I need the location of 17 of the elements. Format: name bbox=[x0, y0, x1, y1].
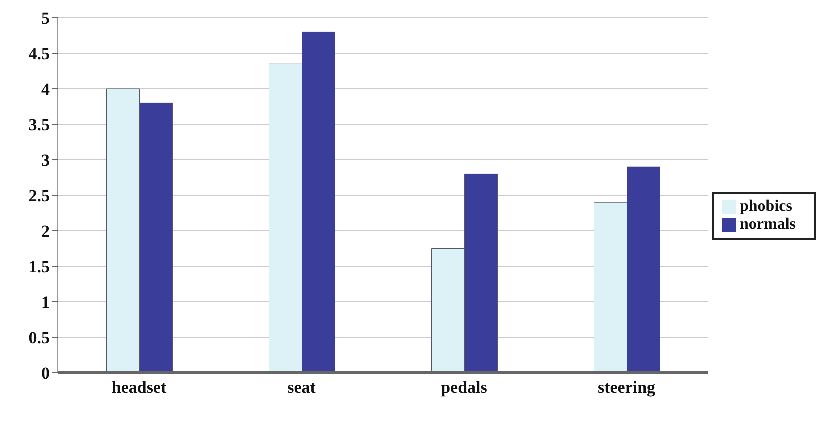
legend-label: normals bbox=[740, 216, 796, 232]
y-tick-label: 0 bbox=[42, 364, 50, 384]
x-tick-label: seat bbox=[288, 378, 316, 398]
x-tick-label: pedals bbox=[441, 378, 488, 398]
y-tick-label: 5 bbox=[42, 9, 50, 28]
y-tick-label: 2.5 bbox=[28, 186, 50, 206]
x-tick-label: headset bbox=[112, 378, 167, 398]
y-tick-label: 4.5 bbox=[28, 44, 50, 64]
y-tick-label: 3 bbox=[42, 151, 50, 170]
legend-label: phobics bbox=[740, 198, 792, 214]
y-tick-label: 2 bbox=[42, 222, 50, 242]
y-tick-label: 1 bbox=[42, 293, 50, 312]
y-tick-label: 0.5 bbox=[28, 328, 50, 348]
y-tick-label: 4 bbox=[42, 80, 50, 100]
y-tick-label: 1.5 bbox=[28, 258, 50, 277]
y-tick-label: 3.5 bbox=[28, 116, 50, 135]
x-tick-label: steering bbox=[598, 378, 656, 398]
